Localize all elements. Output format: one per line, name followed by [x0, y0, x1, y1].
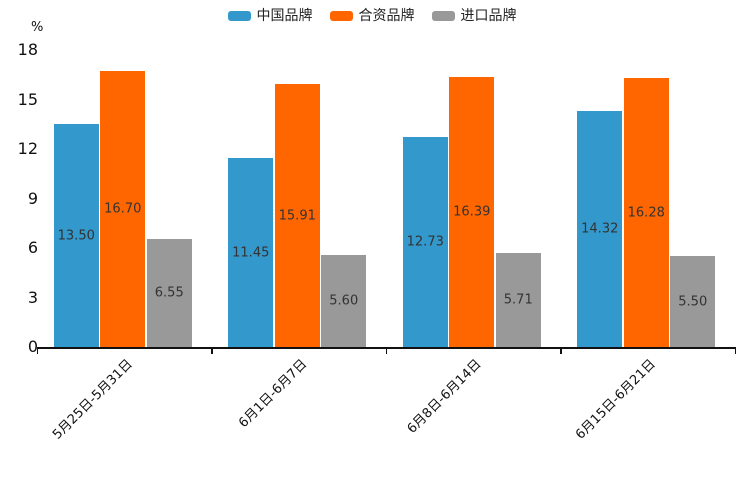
y-axis-unit-label: %	[31, 20, 44, 35]
bar-value-label: 13.50	[57, 228, 95, 244]
bar: 11.45	[228, 158, 274, 347]
legend-label-import-brand: 进口品牌	[460, 8, 517, 24]
x-tick-label: 6月1日-6月7日	[236, 356, 311, 431]
bar-value-label: 5.60	[329, 293, 359, 309]
bar: 12.73	[402, 136, 448, 347]
bar-value-label: 12.73	[406, 234, 444, 250]
x-axis-tick	[385, 347, 387, 354]
bar-value-label: 16.70	[104, 201, 142, 217]
bar: 15.91	[274, 84, 320, 347]
legend-swatch-joint-venture-brand	[329, 11, 353, 21]
legend-label-china-brand: 中国品牌	[256, 8, 313, 24]
x-tick-label: 6月8日-6月14日	[404, 356, 485, 437]
bar: 13.50	[53, 124, 99, 347]
bar-value-label: 11.45	[232, 245, 270, 261]
bar: 5.71	[495, 252, 541, 347]
x-tick-label: 6月15日-6月21日	[573, 356, 660, 443]
bar-value-label: 5.50	[678, 294, 708, 310]
bar: 6.55	[146, 238, 192, 347]
bar: 5.60	[321, 254, 367, 347]
legend-swatch-import-brand	[431, 11, 455, 21]
y-tick-label: 9	[27, 188, 38, 208]
legend-item-joint-venture-brand[interactable]: 合资品牌	[329, 7, 415, 25]
y-tick-label: 15	[17, 89, 38, 109]
y-tick-label: 12	[17, 139, 38, 158]
bar-value-label: 15.91	[278, 208, 316, 224]
bar-value-label: 5.71	[503, 292, 533, 308]
bar-value-label: 16.39	[453, 204, 491, 220]
legend: 中国品牌 合资品牌 进口品牌	[0, 7, 744, 25]
y-tick-label: 3	[27, 287, 38, 307]
y-tick-label: 18	[17, 40, 38, 59]
x-axis-tick	[734, 347, 736, 354]
bar: 16.28	[623, 78, 669, 347]
bar-value-label: 14.32	[581, 221, 619, 237]
bar: 5.50	[670, 256, 716, 347]
x-axis-tick	[560, 347, 562, 354]
legend-label-joint-venture-brand: 合资品牌	[358, 8, 415, 24]
bar: 14.32	[577, 110, 623, 347]
legend-swatch-china-brand	[227, 11, 251, 21]
legend-item-import-brand[interactable]: 进口品牌	[431, 7, 517, 25]
y-tick-label: 0	[27, 337, 38, 356]
legend-item-china-brand[interactable]: 中国品牌	[227, 7, 313, 25]
x-tick-label: 5月25日-5月31日	[49, 356, 136, 443]
bar: 16.39	[449, 76, 495, 347]
x-axis-tick	[36, 347, 38, 354]
x-axis-tick	[211, 347, 213, 354]
y-tick-label: 6	[27, 238, 38, 257]
bar: 16.70	[100, 71, 146, 347]
bar-value-label: 6.55	[154, 285, 184, 301]
bar-value-label: 16.28	[627, 205, 665, 221]
